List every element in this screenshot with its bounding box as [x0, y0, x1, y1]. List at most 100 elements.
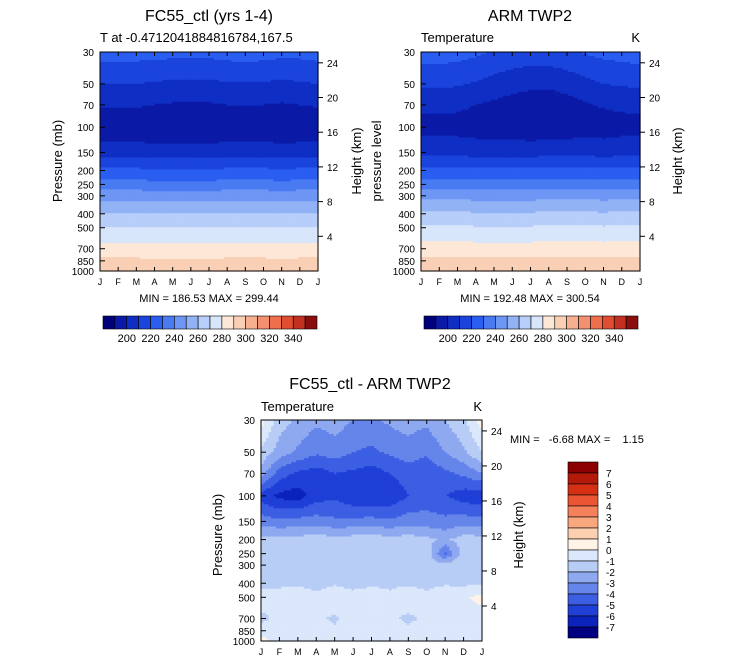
- contour-fill-cell: [283, 77, 287, 81]
- contour-fill-cell: [270, 97, 275, 101]
- contour-fill-cell: [142, 57, 146, 61]
- contour-fill-cell: [134, 103, 138, 107]
- contour-fill-cell: [179, 105, 183, 109]
- contour-fill-cell: [213, 83, 218, 87]
- contour-fill-cell: [236, 53, 240, 57]
- contour-fill-cell: [164, 69, 168, 73]
- contour-fill-cell: [280, 83, 284, 87]
- contour-fill-cell: [174, 91, 178, 95]
- contour-fill-cell: [273, 73, 277, 77]
- contour-fill-cell: [231, 65, 235, 69]
- contour-fill-cell: [268, 97, 272, 101]
- contour-fill-cell: [114, 52, 118, 55]
- contour-fill-cell: [132, 89, 136, 93]
- contour-fill-cell: [194, 111, 198, 115]
- contour-fill-cell: [251, 95, 255, 99]
- contour-fill-cell: [241, 109, 245, 113]
- contour-fill-cell: [241, 111, 245, 115]
- contour-fill-cell: [100, 95, 104, 99]
- contour-fill-cell: [114, 95, 118, 99]
- contour-fill-cell: [213, 79, 218, 83]
- contour-fill-cell: [142, 59, 146, 63]
- contour-fill-cell: [176, 55, 180, 59]
- contour-fill-cell: [164, 63, 168, 67]
- contour-fill-cell: [119, 111, 123, 115]
- contour-fill-cell: [149, 65, 153, 69]
- contour-fill-cell: [221, 65, 225, 69]
- contour-fill-cell: [147, 55, 151, 59]
- contour-fill-cell: [132, 111, 136, 115]
- contour-fill-cell: [213, 77, 218, 81]
- contour-fill-cell: [275, 79, 279, 83]
- contour-fill-cell: [124, 55, 128, 59]
- contour-fill-cell: [124, 107, 128, 111]
- contour-fill-cell: [265, 85, 270, 89]
- contour-fill-cell: [132, 107, 136, 111]
- contour-fill-cell: [310, 109, 314, 113]
- contour-fill-cell: [313, 81, 317, 85]
- contour-fill-cell: [159, 105, 163, 109]
- contour-fill-cell: [100, 65, 104, 69]
- contour-fill-cell: [303, 91, 307, 95]
- contour-fill-cell: [313, 91, 317, 95]
- contour-fill-cell: [228, 53, 232, 57]
- contour-fill-cell: [204, 65, 208, 69]
- contour-fill-cell: [186, 75, 190, 79]
- contour-fill-cell: [152, 91, 156, 95]
- contour-fill-cell: [169, 59, 173, 63]
- contour-fill-cell: [184, 61, 188, 65]
- contour-fill-cell: [117, 55, 121, 59]
- contour-fill-cell: [233, 107, 237, 111]
- contour-fill-cell: [100, 59, 104, 63]
- contour-fill-cell: [305, 67, 309, 71]
- contour-fill-cell: [179, 101, 183, 105]
- contour-fill-cell: [100, 75, 104, 79]
- contour-fill-cell: [280, 69, 284, 73]
- contour-fill-cell: [228, 75, 232, 79]
- contour-fill-cell: [270, 85, 275, 89]
- contour-fill-cell: [273, 77, 277, 81]
- contour-fill-cell: [270, 71, 275, 75]
- contour-fill-cell: [209, 57, 213, 61]
- contour-fill-cell: [280, 65, 284, 69]
- contour-fill-cell: [100, 52, 104, 55]
- contour-fill-cell: [144, 95, 148, 99]
- contour-fill-cell: [119, 59, 123, 63]
- contour-fill-cell: [290, 67, 294, 71]
- contour-fill-cell: [102, 77, 106, 81]
- contour-fill-cell: [149, 59, 153, 63]
- contour-fill-cell: [134, 75, 138, 79]
- contour-fill-cell: [161, 101, 166, 105]
- contour-fill-cell: [169, 55, 173, 59]
- contour-fill-cell: [300, 75, 304, 79]
- contour-fill-cell: [159, 101, 163, 105]
- contour-fill-cell: [275, 93, 279, 97]
- contour-fill-cell: [300, 53, 304, 57]
- contour-fill-cell: [295, 52, 299, 55]
- contour-fill-cell: [288, 77, 292, 81]
- contour-fill-cell: [201, 85, 205, 89]
- contour-fill-cell: [169, 101, 173, 105]
- contour-fill-cell: [261, 61, 265, 65]
- contour-fill-cell: [169, 85, 173, 89]
- contour-fill-cell: [265, 101, 270, 105]
- contour-fill-cell: [241, 77, 245, 81]
- contour-fill-cell: [256, 79, 260, 83]
- contour-fill-cell: [253, 75, 257, 79]
- contour-fill-cell: [246, 61, 250, 65]
- contour-fill-cell: [134, 73, 138, 77]
- contour-fill-cell: [288, 63, 292, 67]
- contour-fill-cell: [166, 107, 170, 111]
- contour-fill-cell: [236, 95, 240, 99]
- contour-fill-cell: [139, 91, 143, 95]
- contour-fill-cell: [248, 105, 252, 109]
- contour-fill-cell: [117, 111, 121, 115]
- contour-fill-cell: [216, 97, 220, 101]
- contour-fill-cell: [278, 55, 282, 59]
- contour-fill-cell: [156, 77, 161, 81]
- contour-fill-cell: [184, 93, 188, 97]
- contour-fill-cell: [275, 101, 279, 105]
- contour-fill-cell: [248, 89, 252, 93]
- contour-fill-cell: [159, 67, 163, 71]
- contour-fill-cell: [216, 69, 220, 73]
